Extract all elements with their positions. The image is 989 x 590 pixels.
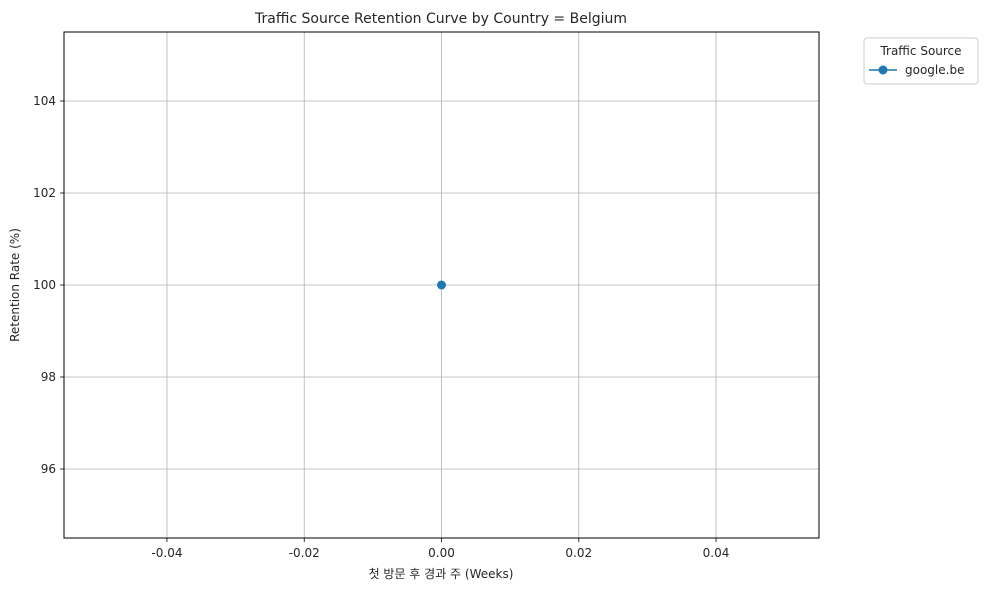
x-axis-ticks: -0.04 -0.02 0.00 0.02 0.04 [151, 538, 729, 560]
legend-entry-label: google.be [905, 63, 964, 77]
legend-marker-swatch [878, 65, 888, 75]
x-tick-label: -0.04 [151, 546, 182, 560]
y-tick-label: 98 [41, 370, 56, 384]
x-axis-label: 첫 방문 후 경과 주 (Weeks) [369, 567, 514, 581]
legend-frame [863, 37, 979, 85]
series-layer [437, 280, 446, 290]
x-tick-label: 0.00 [428, 546, 455, 560]
x-tick-label: 0.02 [565, 546, 592, 560]
y-tick-label: 102 [33, 186, 56, 200]
legend-title: Traffic Source [879, 44, 961, 58]
data-point [437, 280, 446, 290]
y-tick-label: 104 [33, 94, 56, 108]
grid [64, 32, 819, 538]
y-axis-label: Retention Rate (%) [8, 228, 22, 342]
x-tick-label: 0.04 [703, 546, 730, 560]
x-tick-label: -0.02 [289, 546, 320, 560]
y-axis-ticks: 96 98 100 102 104 [33, 94, 64, 476]
chart-title: Traffic Source Retention Curve by Countr… [254, 11, 627, 27]
y-tick-label: 96 [41, 462, 56, 476]
y-tick-label: 100 [33, 278, 56, 292]
legend: Traffic Source google.be [863, 37, 979, 85]
